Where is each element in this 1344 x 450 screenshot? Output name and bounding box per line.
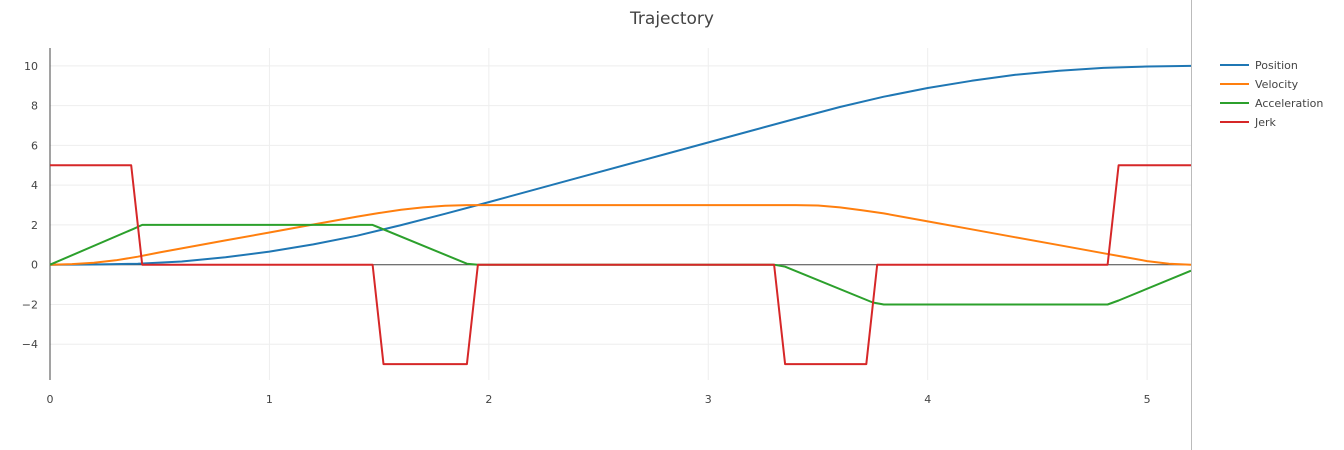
x-tick-label: 2 (485, 393, 492, 406)
y-tick-label: 4 (31, 179, 38, 192)
chart-title: Trajectory (629, 9, 714, 29)
axes: 0 1 2 3 4 5 10 8 6 4 2 0 −2 −4 (22, 48, 1191, 406)
legend-label: Acceleration (1255, 97, 1323, 110)
x-tick-label: 3 (705, 393, 712, 406)
series-lines (49, 64, 1192, 366)
x-tick-label: 5 (1144, 393, 1151, 406)
y-tick-label: −2 (22, 298, 38, 311)
series-line-jerk[interactable] (50, 164, 1191, 366)
legend-item-acceleration[interactable]: Acceleration (1220, 97, 1323, 110)
grid (50, 48, 1191, 380)
y-tick-label: 0 (31, 259, 38, 272)
legend[interactable]: Position Velocity Acceleration Jerk (1220, 59, 1323, 129)
legend-item-jerk[interactable]: Jerk (1220, 116, 1277, 129)
y-tick-label: −4 (22, 338, 38, 351)
x-tick-label: 1 (266, 393, 273, 406)
x-tick-label: 4 (924, 393, 931, 406)
series-line-velocity[interactable] (49, 204, 1192, 266)
x-tick-label: 0 (47, 393, 54, 406)
legend-label: Jerk (1254, 116, 1277, 129)
y-tick-label: 10 (24, 60, 38, 73)
series-line-position[interactable] (49, 64, 1192, 266)
y-tick-label: 2 (31, 219, 38, 232)
y-tick-label: 8 (31, 100, 38, 113)
legend-label: Position (1255, 59, 1298, 72)
y-tick-label: 6 (31, 139, 38, 152)
legend-label: Velocity (1255, 78, 1299, 91)
legend-item-velocity[interactable]: Velocity (1220, 78, 1299, 91)
modebar-divider (1191, 0, 1192, 450)
legend-item-position[interactable]: Position (1220, 59, 1298, 72)
